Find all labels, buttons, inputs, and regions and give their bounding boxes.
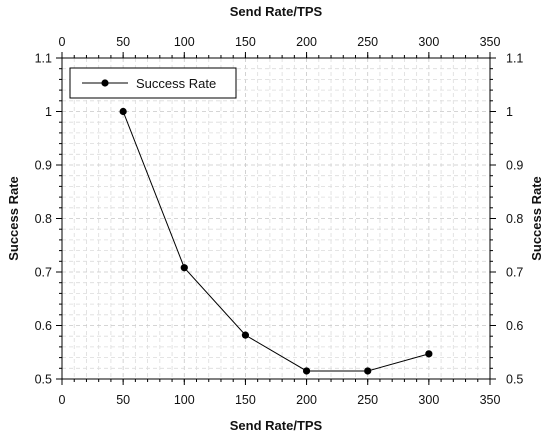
series-layer [119, 107, 433, 375]
x-tick-label-bottom: 300 [418, 393, 439, 407]
y-tick-label-right: 0.7 [506, 266, 523, 280]
y-tick-label-left: 0.5 [35, 373, 52, 387]
x-tick-label-top: 250 [357, 35, 378, 49]
x-tick-label-bottom: 150 [235, 393, 256, 407]
x-axis-title-bottom: Send Rate/TPS [230, 418, 323, 433]
x-tick-label-top: 50 [116, 35, 130, 49]
y-tick-label-right: 0.8 [506, 212, 523, 226]
legend-marker [101, 79, 109, 87]
y-tick-label-left: 0.6 [35, 319, 52, 333]
series-line [122, 111, 429, 372]
x-tick-label-bottom: 250 [357, 393, 378, 407]
grid [61, 57, 491, 380]
x-tick-label-top: 100 [174, 35, 195, 49]
x-tick-label-top: 0 [59, 35, 66, 49]
y-tick-label-right: 0.5 [506, 373, 523, 387]
x-axis-title-top: Send Rate/TPS [230, 4, 323, 19]
legend: Success Rate [69, 67, 237, 99]
x-tick-label-top: 350 [480, 35, 501, 49]
y-tick-label-left: 0.8 [35, 212, 52, 226]
y-tick-label-left: 1.1 [35, 52, 52, 66]
x-tick-label-top: 150 [235, 35, 256, 49]
data-point [364, 367, 372, 375]
data-point [425, 350, 433, 358]
x-tick-label-top: 200 [296, 35, 317, 49]
data-point [180, 264, 188, 272]
y-axis-title-left: Success Rate [6, 176, 21, 261]
y-axis-title-right: Success Rate [529, 176, 544, 261]
x-tick-label-bottom: 100 [174, 393, 195, 407]
x-tick-label-bottom: 0 [59, 393, 66, 407]
y-tick-label-right: 1 [506, 105, 513, 119]
x-tick-label-bottom: 50 [116, 393, 130, 407]
y-tick-label-left: 1 [45, 105, 52, 119]
x-tick-label-bottom: 200 [296, 393, 317, 407]
y-tick-label-right: 1.1 [506, 52, 523, 66]
data-point [241, 331, 250, 339]
y-tick-label-right: 0.9 [506, 159, 523, 173]
x-tick-label-top: 300 [418, 35, 439, 49]
y-tick-label-left: 0.9 [35, 159, 52, 173]
y-tick-label-right: 0.6 [506, 319, 523, 333]
data-point [119, 107, 127, 116]
data-point [302, 367, 311, 375]
x-tick-label-bottom: 350 [480, 393, 501, 407]
legend-label-success-rate: Success Rate [136, 76, 216, 91]
y-tick-label-left: 0.7 [35, 266, 52, 280]
ticks: 0 0 50 50 100 100 150 150 200 200 250 250 300 300 350 3… [35, 35, 524, 407]
